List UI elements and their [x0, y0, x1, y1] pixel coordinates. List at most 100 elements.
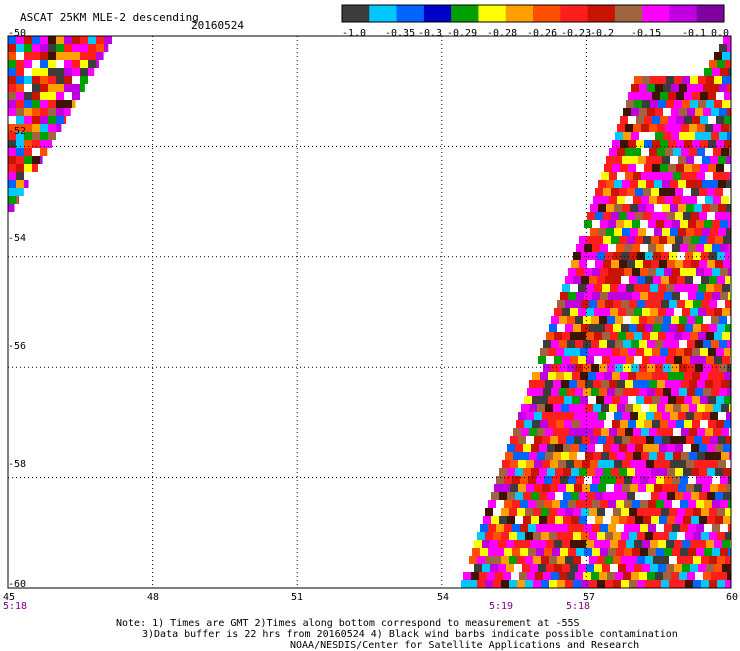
swath-cell	[657, 196, 665, 204]
swath-cell	[562, 356, 570, 364]
swath-cell	[658, 284, 666, 292]
swath-cell	[493, 532, 501, 540]
swath-cell	[721, 428, 729, 436]
swath-cell	[594, 284, 602, 292]
swath-cell	[531, 444, 539, 452]
swath-cell	[554, 564, 562, 572]
swath-cell	[651, 492, 659, 500]
swath-cell	[626, 284, 634, 292]
swath-cell	[606, 412, 614, 420]
swath-cell	[615, 132, 623, 140]
swath-cell	[645, 252, 653, 260]
swath-cell	[604, 164, 612, 172]
swath-cell	[646, 180, 654, 188]
swath-cell	[567, 340, 575, 348]
swath-cell	[539, 444, 547, 452]
swath-cell	[564, 420, 572, 428]
swath-cell	[518, 436, 526, 444]
swath-cell	[507, 468, 515, 476]
swath-cell	[719, 572, 727, 580]
swath-cell	[618, 332, 626, 340]
swath-cell	[96, 44, 104, 52]
swath-cell	[628, 164, 636, 172]
swath-cell	[648, 476, 656, 484]
swath-cell	[698, 284, 706, 292]
swath-cell	[694, 156, 702, 164]
swath-cell	[541, 508, 549, 516]
swath-cell	[48, 36, 56, 44]
swath-cell	[532, 420, 540, 428]
colorbar-label: 0.0	[711, 28, 729, 39]
swath-cell	[499, 516, 507, 524]
swath-cell	[547, 516, 555, 524]
swath-cell	[603, 212, 611, 220]
swath-cell	[662, 180, 670, 188]
swath-cell	[717, 580, 725, 588]
swath-cell	[696, 548, 704, 556]
swath-cell	[528, 548, 536, 556]
swath-cell	[674, 284, 682, 292]
swath-cell	[674, 564, 682, 572]
swath-cell	[635, 260, 643, 268]
swath-cell	[608, 292, 616, 300]
swath-cell	[626, 564, 634, 572]
swath-cell	[581, 300, 589, 308]
swath-cell	[617, 452, 625, 460]
swath-cell	[537, 404, 545, 412]
swath-cell	[640, 220, 648, 228]
swath-cell	[701, 580, 709, 588]
swath-cell	[661, 300, 669, 308]
swath-cell	[474, 540, 482, 548]
lat-label: -56	[8, 341, 27, 352]
swath-cell	[689, 404, 697, 412]
swath-cell	[637, 580, 645, 588]
swath-cell	[706, 76, 714, 84]
swath-cell	[48, 60, 56, 68]
swath-cell	[555, 468, 563, 476]
swath-cell	[652, 396, 660, 404]
swath-cell	[721, 124, 729, 132]
swath-cell	[721, 196, 729, 204]
swath-cell	[679, 388, 687, 396]
swath-cell	[461, 580, 469, 588]
swath-cell	[678, 180, 686, 188]
swath-cell	[32, 76, 40, 84]
swath-cell	[620, 348, 628, 356]
swath-cell	[601, 404, 609, 412]
swath-cell	[656, 244, 664, 252]
swath-cell	[709, 580, 717, 588]
swath-cell	[537, 428, 545, 436]
swath-cell	[670, 180, 678, 188]
lat-label: -54	[8, 233, 27, 244]
swath-cell	[724, 420, 731, 428]
swath-cell	[663, 364, 671, 372]
swath-cell	[630, 180, 638, 188]
swath-cell	[702, 436, 710, 444]
swath-cell	[678, 204, 686, 212]
swath-cell	[574, 484, 582, 492]
swath-cell	[672, 476, 680, 484]
swath-cell	[693, 508, 701, 516]
swath-cell	[570, 284, 578, 292]
swath-cell	[603, 492, 611, 500]
swath-cell	[724, 164, 731, 172]
swath-cell	[591, 388, 599, 396]
swath-cell	[725, 276, 731, 284]
swath-cell	[669, 276, 677, 284]
swath-cell	[561, 428, 569, 436]
swath-cell	[721, 452, 729, 460]
swath-cell	[661, 508, 669, 516]
swath-cell	[562, 564, 570, 572]
swath-cell	[708, 92, 716, 100]
swath-cell	[666, 356, 674, 364]
swath-cell	[80, 52, 88, 60]
colorbar-segment	[342, 5, 370, 22]
swath-cell	[586, 308, 594, 316]
swath-cell	[691, 236, 699, 244]
swath-cell	[710, 460, 718, 468]
swath-cell	[556, 420, 564, 428]
swath-cell	[32, 92, 40, 100]
swath-cell	[671, 108, 679, 116]
swath-cell	[710, 484, 718, 492]
swath-cell	[651, 468, 659, 476]
